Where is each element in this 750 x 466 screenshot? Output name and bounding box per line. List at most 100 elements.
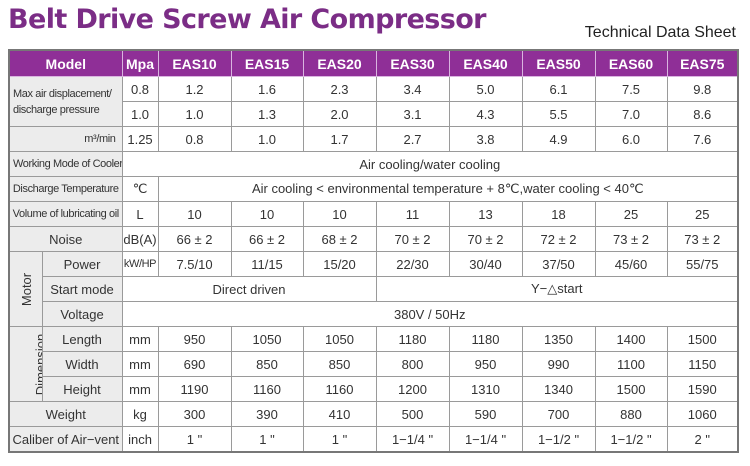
start-mode-direct: Direct driven (121, 276, 377, 302)
row-label: Width (41, 351, 123, 377)
cell: 18 (521, 201, 596, 227)
cell: 6.0 (594, 126, 668, 152)
dimension-group-text: Dimension (33, 333, 42, 395)
cell: 5.5 (521, 101, 596, 127)
unit-cell: L (121, 201, 159, 227)
cooler-value: Air cooling/water cooling (121, 151, 739, 177)
mpa-cell: 0.8 (121, 76, 159, 102)
cell: 9.8 (666, 76, 739, 102)
table-row: Voltage 380V / 50Hz (9, 301, 739, 327)
cell: 37/50 (521, 251, 596, 277)
row-label: Noise (8, 226, 123, 252)
cell: 1−1/4 " (375, 426, 450, 453)
unit-cell: mm (121, 326, 159, 352)
col-header: EAS20 (302, 49, 377, 77)
cell: 4.3 (448, 101, 523, 127)
cell: 1150 (666, 351, 739, 377)
table-row: Discharge Temperature ℃ Air cooling < en… (8, 176, 739, 202)
cell: 6.1 (521, 76, 596, 102)
cell: 700 (521, 401, 596, 427)
cell: 1500 (594, 376, 668, 402)
cell: 22/30 (375, 251, 450, 277)
cell: 850 (302, 351, 377, 377)
cell: 300 (157, 401, 232, 427)
cell: 0.8 (157, 126, 232, 152)
table-row: Width mm 690 850 850 800 950 990 1100 11… (9, 351, 739, 377)
cell: 500 (375, 401, 450, 427)
unit-cell: mm (121, 351, 159, 377)
cell: 1 " (157, 426, 232, 453)
col-header: EAS10 (157, 49, 232, 77)
cell: 800 (375, 351, 450, 377)
unit-cell: kW/HP (121, 251, 159, 277)
cell: 3.8 (448, 126, 523, 152)
displacement-label-line2: discharge pressure (13, 103, 100, 116)
cell: 68 ± 2 (302, 226, 377, 252)
discharge-temp-value: Air cooling < environmental temperature … (157, 176, 739, 202)
cell: 1050 (230, 326, 304, 352)
page-subtitle: Technical Data Sheet (584, 24, 736, 41)
cell: 7.5/10 (157, 251, 232, 277)
cell: 7.6 (666, 126, 739, 152)
table-row: m³/min 1.25 0.8 1.0 1.7 2.7 3.8 4.9 6.0 … (8, 126, 739, 152)
cell: 1160 (302, 376, 377, 402)
cell: 66 ± 2 (230, 226, 304, 252)
cell: 1.3 (230, 101, 304, 127)
cell: 990 (521, 351, 596, 377)
col-header: Mpa (121, 49, 159, 77)
cell: 1060 (666, 401, 739, 427)
header-row: Model Mpa EAS10 EAS15 EAS20 EAS30 EAS40 … (8, 49, 739, 77)
cell: 690 (157, 351, 232, 377)
cell: 8.6 (666, 101, 739, 127)
start-mode-star-delta: Y−△start (375, 276, 739, 302)
cell: 1160 (230, 376, 304, 402)
row-label: Length (41, 326, 123, 352)
cell: 1.7 (302, 126, 377, 152)
cell: 2.0 (302, 101, 377, 127)
motor-group-label: Motor (8, 251, 43, 327)
col-header: Model (8, 49, 123, 77)
cell: 1−1/2 " (594, 426, 668, 453)
cell: 73 ± 2 (666, 226, 739, 252)
table-row: Max air displacement/ discharge pressure… (8, 76, 739, 127)
cell: 70 ± 2 (375, 226, 450, 252)
cell: 72 ± 2 (521, 226, 596, 252)
unit-label: m³/min (8, 126, 123, 152)
cell: 410 (302, 401, 377, 427)
mpa-cell: 1.25 (121, 126, 159, 152)
cell: 590 (448, 401, 523, 427)
voltage-value: 380V / 50Hz (121, 301, 739, 327)
table-row: Weight kg 300 390 410 500 590 700 880 10… (8, 401, 739, 427)
cell: 1590 (666, 376, 739, 402)
cell: 4.9 (521, 126, 596, 152)
row-label: Volume of lubricating oil (8, 201, 123, 227)
spec-table: Model Mpa EAS10 EAS15 EAS20 EAS30 EAS40 … (8, 49, 740, 453)
cell: 10 (302, 201, 377, 227)
col-header: EAS60 (594, 49, 668, 77)
table-row: Height mm 1190 1160 1160 1200 1310 1340 … (9, 376, 739, 402)
cell: 11 (375, 201, 450, 227)
cell: 1310 (448, 376, 523, 402)
cell: 390 (230, 401, 304, 427)
cell: 11/15 (230, 251, 304, 277)
table-row: Dimension Length mm 950 1050 1050 1180 1… (8, 326, 739, 402)
unit-cell: dB(A) (121, 226, 159, 252)
col-header: EAS15 (230, 49, 304, 77)
col-header: EAS75 (666, 49, 739, 77)
unit-cell: kg (121, 401, 159, 427)
cell: 1 " (230, 426, 304, 453)
cell: 1−1/4 " (448, 426, 523, 453)
cell: 7.0 (594, 101, 668, 127)
cell: 1500 (666, 326, 739, 352)
cell: 1 " (302, 426, 377, 453)
cell: 1−1/2 " (521, 426, 596, 453)
table-row: Motor Power kW/HP 7.5/10 11/15 15/20 22/… (8, 251, 739, 327)
cell: 1180 (448, 326, 523, 352)
col-header: EAS30 (375, 49, 450, 77)
cell: 850 (230, 351, 304, 377)
cell: 25 (666, 201, 739, 227)
cell: 1.0 (230, 126, 304, 152)
row-label: Discharge Temperature (8, 176, 123, 202)
cell: 45/60 (594, 251, 668, 277)
cell: 1050 (302, 326, 377, 352)
